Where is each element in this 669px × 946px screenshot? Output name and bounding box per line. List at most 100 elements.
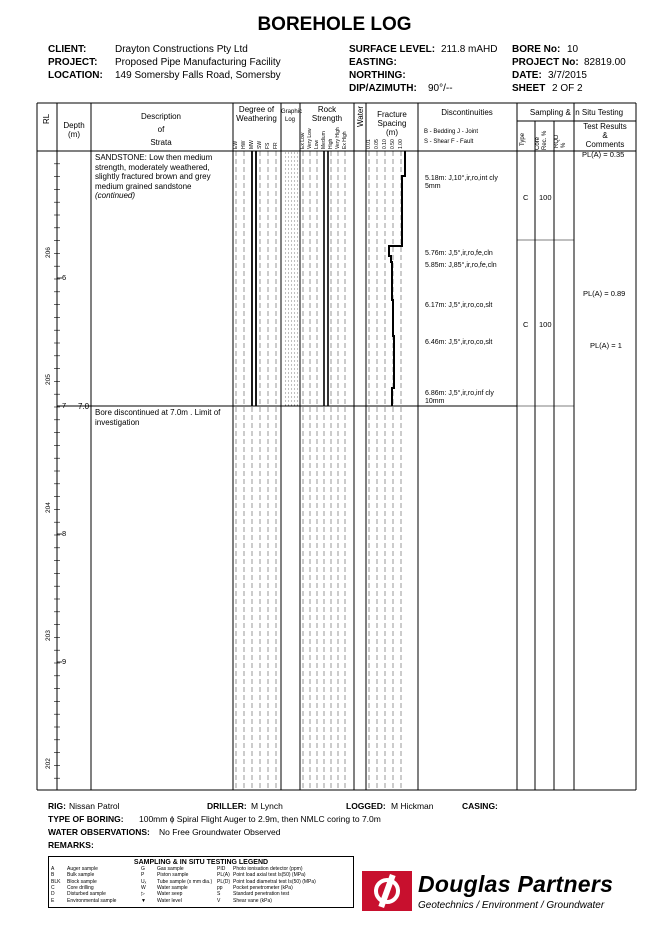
- surface-level-label: SURFACE LEVEL:: [349, 44, 436, 55]
- sandstone-pattern-dot: [294, 156, 295, 158]
- sandstone-pattern-dot: [291, 224, 292, 226]
- sandstone-pattern-dot: [285, 268, 286, 270]
- rock-strength-header: Rock: [317, 105, 337, 114]
- sandstone-pattern-dot: [288, 336, 289, 338]
- sheet-value: 2 OF 2: [552, 83, 583, 94]
- test-result: PL(A) = 0.35: [582, 150, 625, 159]
- spacing-code: 0.50: [390, 139, 396, 149]
- sandstone-pattern-dot: [297, 152, 298, 154]
- legend-description: Water level: [157, 897, 182, 904]
- rl-label: 206: [45, 247, 52, 258]
- strength-code: Ex High: [342, 131, 348, 149]
- sandstone-pattern-dot: [285, 192, 286, 194]
- sandstone-pattern-dot: [294, 268, 295, 270]
- sandstone-pattern-dot: [288, 404, 289, 406]
- sandstone-pattern-dot: [297, 364, 298, 366]
- legend-code: V: [217, 897, 221, 904]
- sandstone-pattern-dot: [285, 188, 286, 190]
- sandstone-pattern-dot: [288, 284, 289, 286]
- sandstone-pattern-dot: [294, 344, 295, 346]
- sandstone-pattern-dot: [291, 364, 292, 366]
- legend-description: Tube sample (x mm dia.): [157, 878, 213, 885]
- sandstone-pattern-dot: [297, 216, 298, 218]
- rock-strength-header-2: Strength: [311, 114, 343, 123]
- sandstone-pattern-dot: [297, 244, 298, 246]
- sandstone-pattern-dot: [294, 300, 295, 302]
- legend-description: Photo ionisation detector (ppm): [233, 866, 303, 872]
- legend-code: D: [51, 891, 55, 898]
- sandstone-pattern-dot: [288, 304, 289, 306]
- sandstone-pattern-dot: [285, 352, 286, 354]
- legend-description: Block sample: [67, 878, 97, 885]
- sandstone-pattern-dot: [288, 188, 289, 190]
- discontinuity-entry: 5.76m: J,5°,ir,ro,fe,cln: [425, 250, 493, 257]
- legend-code: PID: [217, 866, 226, 872]
- sandstone-pattern-dot: [288, 380, 289, 382]
- sandstone-pattern-dot: [297, 380, 298, 382]
- sandstone-pattern-dot: [297, 164, 298, 166]
- sandstone-pattern-dot: [291, 164, 292, 166]
- spacing-code: 1.00: [398, 139, 404, 149]
- sandstone-pattern-dot: [288, 288, 289, 290]
- legend-description: Point load axial test Is(50) (MPa): [233, 872, 306, 879]
- sandstone-pattern-dot: [288, 208, 289, 210]
- sandstone-pattern-dot: [297, 260, 298, 262]
- sandstone-pattern-dot: [294, 340, 295, 342]
- sandstone-pattern-dot: [291, 208, 292, 210]
- sandstone-pattern-dot: [297, 328, 298, 330]
- sandstone-pattern-dot: [294, 188, 295, 190]
- rl-label: 202: [45, 758, 52, 769]
- sandstone-pattern-dot: [288, 324, 289, 326]
- northing-label: NORTHING:: [349, 70, 406, 81]
- sandstone-pattern-dot: [297, 400, 298, 402]
- sandstone-pattern-dot: [288, 296, 289, 298]
- legend-description: Water sample: [157, 884, 188, 891]
- date-label: DATE:: [512, 70, 542, 81]
- end-depth: 7.0: [78, 402, 90, 411]
- sandstone-pattern-dot: [288, 332, 289, 334]
- sandstone-pattern-dot: [291, 340, 292, 342]
- legend-description: Environmental sample: [67, 897, 117, 904]
- sandstone-pattern-dot: [294, 336, 295, 338]
- sandstone-pattern-dot: [297, 292, 298, 294]
- sandstone-pattern-dot: [288, 312, 289, 314]
- sandstone-pattern-dot: [288, 360, 289, 362]
- legend-description: Water seep: [157, 891, 183, 898]
- sandstone-pattern-dot: [285, 296, 286, 298]
- sandstone-pattern-dot: [285, 364, 286, 366]
- sandstone-pattern-dot: [291, 392, 292, 394]
- sandstone-pattern-dot: [297, 312, 298, 314]
- water-observations-value: No Free Groundwater Observed: [159, 827, 281, 837]
- sandstone-pattern-dot: [291, 384, 292, 386]
- sandstone-pattern-dot: [294, 304, 295, 306]
- sandstone-pattern-dot: [294, 240, 295, 242]
- sandstone-pattern-dot: [285, 348, 286, 350]
- sandstone-pattern-dot: [291, 344, 292, 346]
- sandstone-pattern-dot: [294, 376, 295, 378]
- sandstone-pattern-dot: [291, 360, 292, 362]
- test-results-header-3: Comments: [585, 140, 625, 149]
- sandstone-pattern-dot: [294, 352, 295, 354]
- sandstone-pattern-dot: [285, 308, 286, 310]
- weathering-code: FR: [273, 142, 279, 149]
- sandstone-pattern-dot: [297, 288, 298, 290]
- sandstone-pattern-dot: [285, 248, 286, 250]
- rig-label: RIG:: [48, 801, 66, 811]
- fracture-header-3: (m): [386, 128, 398, 137]
- rl-label: 204: [45, 502, 52, 513]
- sandstone-pattern-dot: [294, 396, 295, 398]
- discontinuities-header: Discontinuities: [441, 108, 493, 117]
- sandstone-pattern-dot: [291, 188, 292, 190]
- sandstone-pattern-dot: [288, 260, 289, 262]
- legend-description: Gas sample: [157, 866, 184, 872]
- sandstone-pattern-dot: [297, 340, 298, 342]
- sandstone-pattern-dot: [297, 208, 298, 210]
- legend-code: B: [51, 872, 55, 879]
- strength-code: Low: [314, 139, 320, 149]
- description-header: Description: [140, 112, 181, 121]
- sandstone-pattern-dot: [297, 160, 298, 162]
- remarks-label: REMARKS:: [48, 840, 94, 850]
- sandstone-pattern-dot: [288, 268, 289, 270]
- sandstone-pattern-dot: [297, 316, 298, 318]
- sandstone-pattern-dot: [294, 200, 295, 202]
